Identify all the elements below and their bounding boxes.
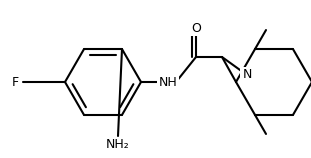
Text: F: F [12,76,19,88]
Text: N: N [242,69,252,82]
Text: NH₂: NH₂ [106,139,130,152]
Text: O: O [191,21,201,34]
Text: NH: NH [159,76,177,88]
